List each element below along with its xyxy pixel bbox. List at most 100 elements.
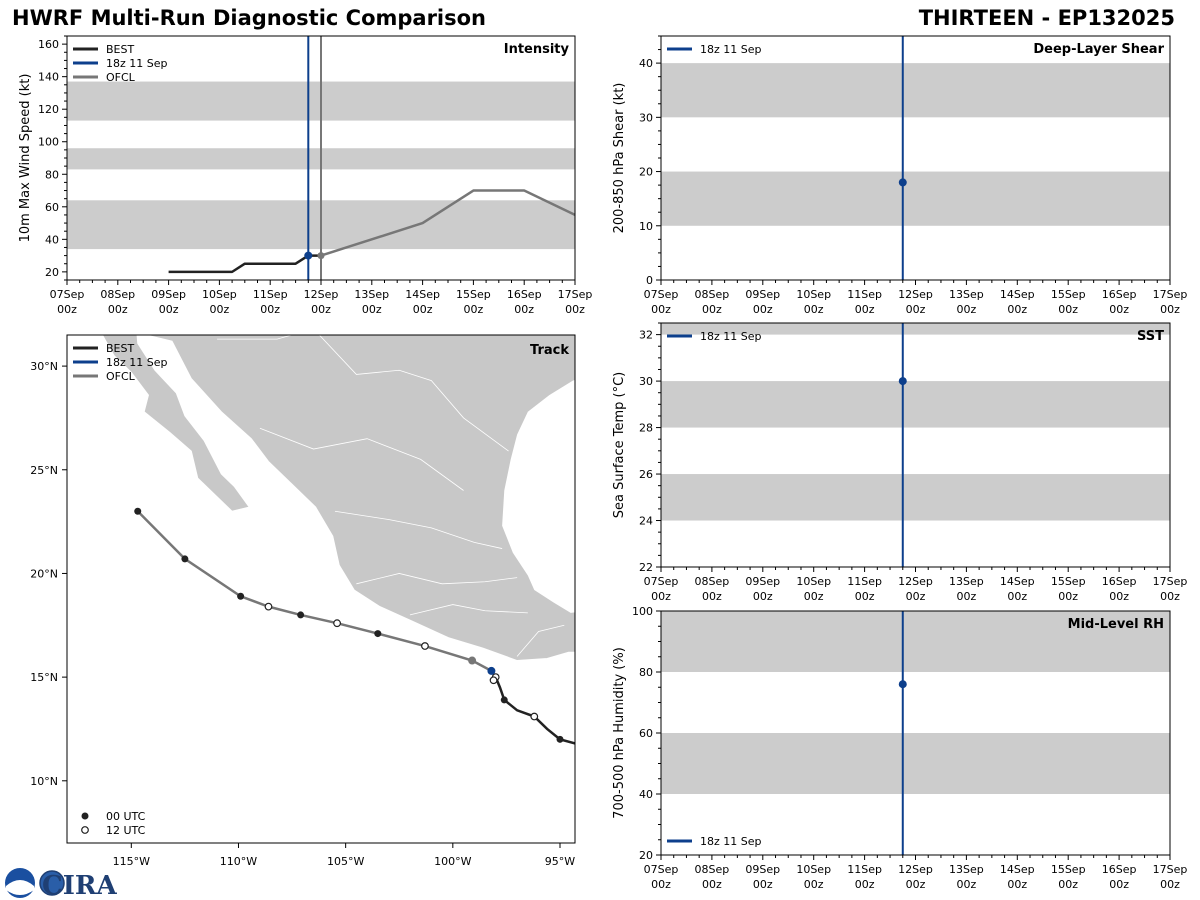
rh-title: Mid-Level RH (1068, 617, 1164, 632)
track-marker-legend-label: 12 UTC (106, 824, 146, 837)
shear-xtick-label: 00z (1007, 303, 1027, 316)
intensity-xtick-label: 00z (565, 303, 585, 316)
page-title: HWRF Multi-Run Diagnostic Comparison (12, 6, 487, 30)
sst-frame (660, 322, 1171, 568)
shear-xtick-label: 00z (957, 303, 977, 316)
intensity-xtick-label: 17Sep (558, 288, 593, 301)
shear-ylabel: 200-850 hPa Shear (kt) (612, 83, 627, 234)
rh-xtick-label: 14Sep (1000, 863, 1035, 876)
ofcl-track-point-current (468, 656, 477, 665)
shear-xtick-label: 11Sep (847, 288, 882, 301)
rh-ylabel: 700-500 hPa Humidity (%) (612, 647, 627, 819)
track-lon-tick-label: 115°W (113, 855, 150, 868)
shear-xtick-label: 00z (1109, 303, 1129, 316)
sst-xtick-label: 00z (651, 590, 671, 603)
intensity-xtick-label: 14Sep (405, 288, 440, 301)
rh-xtick-label: 08Sep (695, 863, 730, 876)
sst-xtick-label: 14Sep (1000, 575, 1035, 588)
sst-title: SST (1137, 329, 1164, 344)
sst-xtick-label: 00z (753, 590, 773, 603)
rh-ytick-label: 100 (632, 605, 653, 618)
track-frame (66, 334, 576, 844)
sst-xtick-label: 16Sep (1102, 575, 1137, 588)
intensity-xtick-label: 00z (464, 303, 484, 316)
best-track-point-00utc (556, 735, 564, 743)
intensity-xtick-label: 12Sep (304, 288, 339, 301)
state-border-2 (334, 510, 503, 549)
sst-band-2 (661, 323, 1170, 335)
track-marker-legend-12utc (81, 826, 89, 834)
sst-band-1 (661, 381, 1170, 428)
track-title: Track (530, 343, 569, 358)
sst-xtick-label: 15Sep (1051, 575, 1086, 588)
ofcl-track-point-12utc (264, 602, 273, 611)
rh-xtick-label: 00z (702, 878, 722, 891)
best-track-point-12utc (530, 712, 539, 721)
shear-plot-area (661, 36, 1170, 280)
track-legend-label: 18z 11 Sep (106, 356, 168, 369)
sst-ytick-label: 32 (639, 329, 653, 342)
best-track-line (490, 670, 575, 745)
intensity-ytick-label: 160 (38, 38, 59, 51)
shear-xtick-label: 00z (1058, 303, 1078, 316)
shear-panel: 07Sep 00z 08Sep 00z 09Sep 00z 10Sep 00z 11Sep 00z… (612, 35, 1187, 316)
sst-xtick-label: 00z (1058, 590, 1078, 603)
shear-xtick-label: 12Sep (898, 288, 933, 301)
sst-ytick-label: 28 (639, 422, 653, 435)
sst-ytick-label: 26 (639, 468, 653, 481)
rh-xtick-label: 00z (855, 878, 875, 891)
state-border-5 (516, 624, 565, 657)
rh-xtick-label: 13Sep (949, 863, 984, 876)
shear-ytick-label: 0 (646, 274, 653, 287)
rh-xtick-label: 00z (753, 878, 773, 891)
intensity-xtick-label: 00z (311, 303, 331, 316)
track-lat-tick-label: 10°N (30, 775, 58, 788)
track-lat-tick-label: 20°N (30, 567, 58, 580)
ofcl-track-point-00utc (374, 630, 382, 638)
intensity-ytick-label: 80 (45, 168, 59, 181)
intensity-legend-label: 18z 11 Sep (106, 57, 168, 70)
shear-xtick-label: 00z (804, 303, 824, 316)
sst-xtick-label: 00z (1160, 590, 1180, 603)
intensity-xtick-label: 00z (514, 303, 534, 316)
sst-panel: 07Sep 00z 08Sep 00z 09Sep 00z 10Sep 00z 11Sep 00z… (612, 322, 1187, 603)
intensity-ytick-label: 40 (45, 233, 59, 246)
rh-xtick-label: 17Sep (1153, 863, 1188, 876)
rh-xtick-label: 00z (1058, 878, 1078, 891)
intensity-ytick-label: 20 (45, 266, 59, 279)
shear-xtick-label: 00z (1160, 303, 1180, 316)
shear-xtick-label: 00z (855, 303, 875, 316)
shear-xtick-label: 14Sep (1000, 288, 1035, 301)
land-baja (101, 335, 251, 512)
sst-xtick-label: 07Sep (644, 575, 679, 588)
rh-xtick-label: 00z (1109, 878, 1129, 891)
best-track-point-12utc (489, 676, 498, 685)
rh-xtick-label: 09Sep (745, 863, 780, 876)
rh-xtick-label: 16Sep (1102, 863, 1137, 876)
sst-xtick-label: 00z (957, 590, 977, 603)
intensity-xtick-label: 00z (413, 303, 433, 316)
shear-xtick-label: 10Sep (796, 288, 831, 301)
rh-xtick-label: 00z (957, 878, 977, 891)
sst-xtick-label: 00z (804, 590, 824, 603)
intensity-point-run (304, 251, 313, 260)
sst-ytick-label: 30 (639, 375, 653, 388)
intensity-ytick-label: 100 (38, 136, 59, 149)
shear-title: Deep-Layer Shear (1033, 42, 1164, 57)
track-panel: 115°W 110°W 105°W 100°W 95°W 10°N 15°N 20°N 25°N… (30, 334, 576, 868)
rh-xtick-label: 00z (1160, 878, 1180, 891)
shear-xtick-label: 15Sep (1051, 288, 1086, 301)
intensity-xtick-label: 16Sep (507, 288, 542, 301)
intensity-ytick-label: 140 (38, 71, 59, 84)
ofcl-track-point-00utc (297, 611, 305, 619)
storm-title: THIRTEEN - EP132025 (918, 6, 1175, 30)
shear-band-0 (661, 171, 1170, 226)
sst-xtick-label: 00z (1109, 590, 1129, 603)
intensity-xtick-label: 00z (108, 303, 128, 316)
state-border-1 (259, 427, 464, 491)
shear-point-run (898, 178, 907, 187)
noaa-wave-icon (6, 880, 34, 895)
ofcl-track-point-00utc (181, 555, 189, 563)
rh-band-0 (661, 733, 1170, 794)
intensity-legend-label: OFCL (106, 71, 136, 84)
